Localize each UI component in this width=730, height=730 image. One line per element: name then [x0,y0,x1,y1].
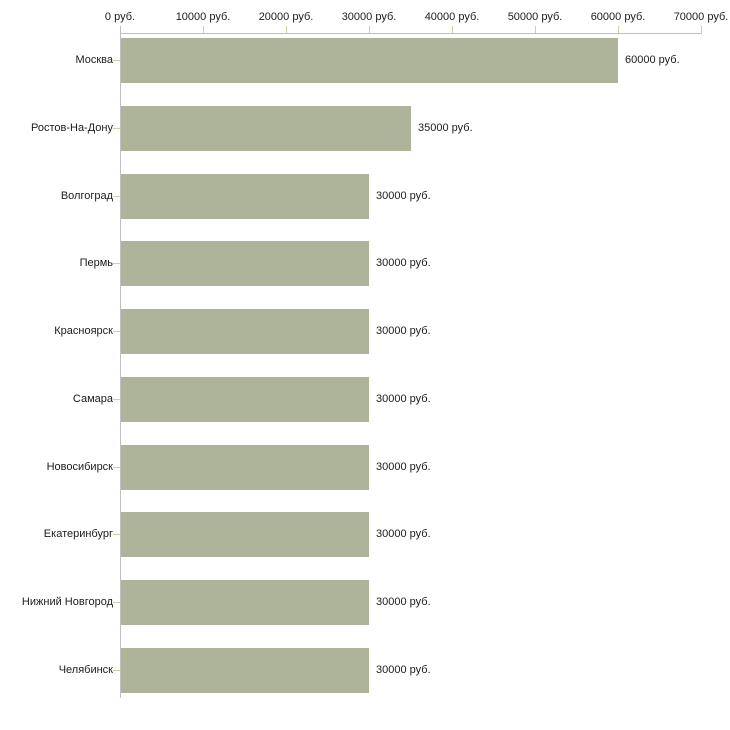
y-axis-tick-mark [113,467,120,468]
y-axis-tick-mark [113,670,120,671]
bar [121,512,369,557]
value-label: 30000 руб. [376,257,431,269]
value-label: 30000 руб. [376,325,431,337]
x-axis-tick-mark [286,26,287,33]
value-label: 30000 руб. [376,190,431,202]
bar [121,241,369,286]
category-label: Самара [72,393,113,405]
x-axis-tick-label: 10000 руб. [175,11,231,23]
value-label: 60000 руб. [625,54,680,66]
x-axis-tick-mark [701,26,702,33]
x-axis-tick-label: 50000 руб. [507,11,563,23]
y-axis-tick-mark [113,60,120,61]
x-axis-tick-label: 0 руб. [104,11,136,23]
x-axis-tick-label: 30000 руб. [341,11,397,23]
bar [121,106,411,151]
y-axis-tick-mark [113,263,120,264]
y-axis-tick-mark [113,196,120,197]
value-label: 30000 руб. [376,664,431,676]
x-axis-tick-mark [452,26,453,33]
x-axis-tick-mark [369,26,370,33]
category-label: Челябинск [58,664,113,676]
category-label: Москва [75,54,113,66]
x-axis-tick-mark [618,26,619,33]
y-axis-tick-mark [113,602,120,603]
bar [121,377,369,422]
y-axis-line [120,26,121,698]
category-label: Нижний Новгород [21,596,113,608]
category-label: Красноярск [54,325,113,337]
bar [121,648,369,693]
category-label: Екатеринбург [43,528,113,540]
x-axis-tick-mark [535,26,536,33]
x-axis-tick-label: 70000 руб. [673,11,729,23]
y-axis-tick-mark [113,128,120,129]
bar [121,445,369,490]
bar [121,174,369,219]
category-label: Новосибирск [46,461,113,473]
value-label: 30000 руб. [376,596,431,608]
category-label: Волгоград [60,190,113,202]
y-axis-tick-mark [113,399,120,400]
value-label: 35000 руб. [418,122,473,134]
bar [121,38,618,83]
x-axis-tick-label: 60000 руб. [590,11,646,23]
y-axis-tick-mark [113,331,120,332]
x-axis-tick-mark [203,26,204,33]
bar [121,309,369,354]
x-axis-tick-label: 40000 руб. [424,11,480,23]
y-axis-tick-mark [113,534,120,535]
bar [121,580,369,625]
x-axis-tick-label: 20000 руб. [258,11,314,23]
value-label: 30000 руб. [376,528,431,540]
value-label: 30000 руб. [376,461,431,473]
value-label: 30000 руб. [376,393,431,405]
x-axis-line [120,33,702,34]
category-label: Пермь [79,257,113,269]
category-label: Ростов-На-Дону [30,122,113,134]
